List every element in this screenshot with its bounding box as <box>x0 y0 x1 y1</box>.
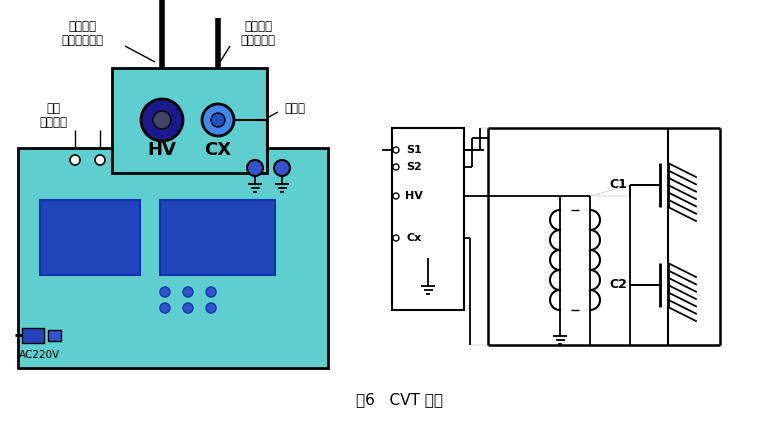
Text: AC220V: AC220V <box>20 350 61 360</box>
Text: 连测试电容: 连测试电容 <box>241 33 275 47</box>
Circle shape <box>160 287 170 297</box>
Text: S1: S1 <box>406 145 421 155</box>
Bar <box>22 328 44 343</box>
Text: 接大地: 接大地 <box>285 101 306 114</box>
Text: HV: HV <box>148 141 177 159</box>
Text: HV: HV <box>405 191 423 201</box>
Text: 低压电缆: 低压电缆 <box>244 20 272 33</box>
Circle shape <box>393 235 399 241</box>
Circle shape <box>206 287 216 297</box>
Text: 高压电缆: 高压电缆 <box>68 20 96 33</box>
Text: 自激输入: 自激输入 <box>39 115 67 128</box>
Circle shape <box>153 111 171 129</box>
Text: CX: CX <box>204 141 231 159</box>
Bar <box>48 330 61 341</box>
Bar <box>160 200 275 275</box>
Text: S2: S2 <box>406 162 421 172</box>
Bar <box>18 148 328 368</box>
Circle shape <box>183 303 193 313</box>
Circle shape <box>206 303 216 313</box>
Text: C2: C2 <box>609 279 627 292</box>
Circle shape <box>183 287 193 297</box>
Circle shape <box>274 160 290 176</box>
Circle shape <box>202 104 234 136</box>
Text: 连非测试电容: 连非测试电容 <box>61 33 103 47</box>
Text: C1: C1 <box>609 179 627 192</box>
Circle shape <box>393 193 399 199</box>
Circle shape <box>70 155 80 165</box>
Circle shape <box>211 113 225 127</box>
Text: 图6   CVT 接线: 图6 CVT 接线 <box>357 393 443 407</box>
Circle shape <box>393 147 399 153</box>
Bar <box>392 128 464 310</box>
Circle shape <box>393 164 399 170</box>
Text: Cx: Cx <box>407 233 421 243</box>
Circle shape <box>141 99 183 141</box>
Circle shape <box>160 303 170 313</box>
Bar <box>112 68 267 173</box>
Circle shape <box>95 155 105 165</box>
Circle shape <box>247 160 263 176</box>
Text: 试品: 试品 <box>46 101 60 114</box>
Bar <box>40 200 140 275</box>
